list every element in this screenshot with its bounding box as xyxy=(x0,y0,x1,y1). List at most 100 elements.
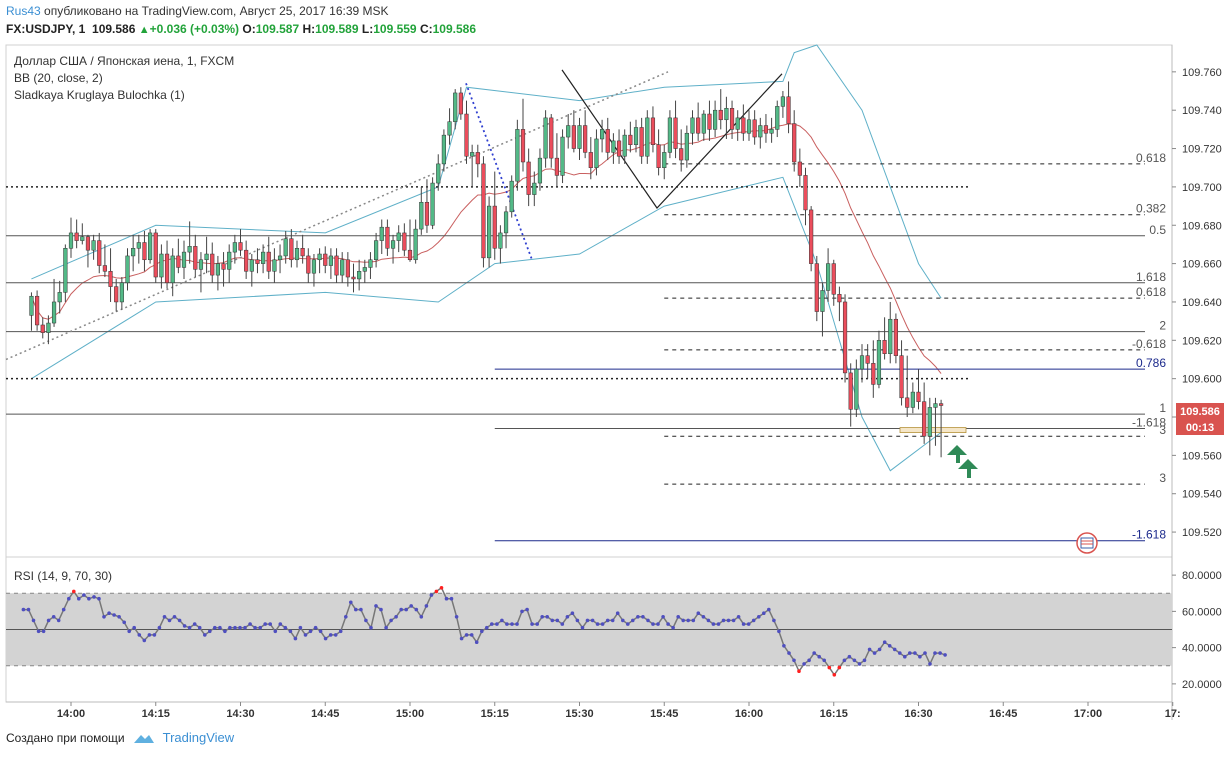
candle-body xyxy=(458,92,463,115)
rsi-point xyxy=(399,607,404,612)
candle-body xyxy=(396,232,401,241)
candle-body xyxy=(74,232,79,241)
candle-body xyxy=(283,238,288,257)
candle-body xyxy=(40,324,45,333)
candle-body xyxy=(142,242,147,261)
rsi-point xyxy=(867,647,872,652)
rsi-point xyxy=(268,622,273,626)
time-tick-label: 15:45 xyxy=(650,708,678,720)
rsi-point xyxy=(898,651,902,655)
rsi-point xyxy=(908,651,912,655)
candle-body xyxy=(475,152,480,165)
rsi-point xyxy=(530,622,534,626)
rsi-point xyxy=(822,658,826,663)
rsi-point xyxy=(696,611,701,615)
rsi-point xyxy=(369,625,373,630)
time-tick-label: 14:30 xyxy=(226,708,254,720)
rsi-point xyxy=(197,625,202,630)
candle-body xyxy=(758,125,763,138)
tradingview-logo-icon[interactable] xyxy=(133,732,155,744)
candle-body xyxy=(227,251,232,270)
candle-body xyxy=(899,355,904,399)
candle-body xyxy=(571,125,576,149)
rsi-point xyxy=(308,629,313,634)
candle-body xyxy=(447,121,452,136)
rsi-point xyxy=(721,618,726,623)
candle-body xyxy=(176,255,181,268)
rsi-point xyxy=(298,625,303,630)
fib-level-label: 3 xyxy=(1159,471,1166,485)
candle-body xyxy=(306,255,311,274)
publish-info: опубликовано на TradingView.com, Август … xyxy=(44,4,389,18)
candle-body xyxy=(125,255,130,284)
candle-body xyxy=(854,368,859,410)
price-tick-label: 109.640 xyxy=(1182,297,1222,309)
rsi-point xyxy=(172,615,177,619)
flag-icon[interactable] xyxy=(1076,532,1098,554)
tradingview-brand[interactable]: TradingView xyxy=(162,730,235,745)
candle-body xyxy=(769,129,774,134)
candle-body xyxy=(826,263,831,291)
fib-level-label: -0.618 xyxy=(1132,337,1166,351)
rsi-point xyxy=(404,607,409,612)
candle-body xyxy=(837,294,842,303)
candle-body xyxy=(814,263,819,312)
fib-level-label: 0.382 xyxy=(1136,202,1166,216)
price-tick-label: 109.560 xyxy=(1182,450,1222,462)
candle-body xyxy=(701,113,706,134)
candle-body xyxy=(368,259,373,268)
candle-body xyxy=(939,403,944,406)
rsi-point xyxy=(459,636,464,641)
bb-lower-band xyxy=(31,176,942,472)
candle-body xyxy=(430,182,435,226)
rsi-point xyxy=(444,596,449,601)
author-name[interactable]: Rus43 xyxy=(6,4,41,18)
candle-body xyxy=(102,265,107,272)
created-with-label: Создано при помощи xyxy=(6,730,125,745)
candle-body xyxy=(261,251,266,264)
fib-level-label: 1 xyxy=(1159,401,1166,415)
rsi-point xyxy=(182,624,187,628)
candle-body xyxy=(487,205,492,259)
bb-basis-line xyxy=(30,123,942,374)
candle-body xyxy=(549,117,554,159)
candle-body xyxy=(543,117,548,159)
candle-body xyxy=(108,271,113,287)
close-value: 109.586 xyxy=(432,22,477,36)
candle-body xyxy=(876,340,882,385)
candle-body xyxy=(436,163,441,184)
rsi-point xyxy=(943,653,947,657)
rsi-point xyxy=(278,622,283,626)
candle-body xyxy=(164,253,170,284)
rsi-point xyxy=(641,615,645,619)
rsi-point xyxy=(61,607,66,612)
fib-level-label: 2 xyxy=(1159,319,1166,333)
rsi-title: RSI (14, 9, 70, 30) xyxy=(14,569,112,583)
candle-body xyxy=(780,96,785,107)
signal-arrow-icon xyxy=(947,445,978,478)
candle-body xyxy=(91,240,96,251)
rsi-point xyxy=(333,633,338,637)
fib-level-label: 1.618 xyxy=(1136,270,1166,284)
candle-body xyxy=(933,403,938,408)
candle-body xyxy=(882,340,887,354)
candle-body xyxy=(707,113,712,130)
rsi-point xyxy=(525,607,529,612)
rsi-point xyxy=(938,651,942,655)
candle-body xyxy=(46,322,51,333)
candle-body xyxy=(910,391,915,408)
candle-body xyxy=(390,240,396,249)
rsi-point xyxy=(892,647,897,652)
candle-body xyxy=(441,134,446,165)
candle-body xyxy=(153,232,158,278)
rsi-point xyxy=(706,618,711,623)
fib-level-label: -1.618 xyxy=(1132,416,1166,430)
candle-body xyxy=(679,148,684,161)
candle-body xyxy=(215,263,220,276)
candle-body xyxy=(85,236,91,251)
candle-body xyxy=(859,355,865,370)
rsi-point xyxy=(857,662,862,666)
time-tick-label: 16:15 xyxy=(820,708,848,720)
legend-title: Доллар США / Японская иена, 1, FXCM xyxy=(14,54,234,68)
